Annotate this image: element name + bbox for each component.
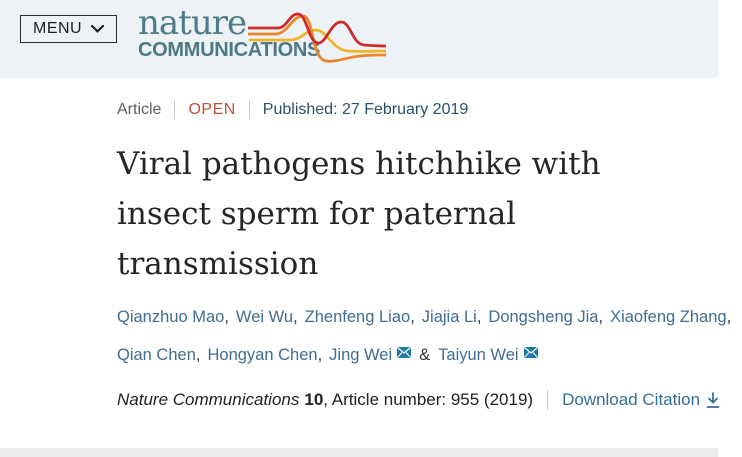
author-link[interactable]: Hongyan Chen bbox=[207, 346, 318, 364]
divider bbox=[547, 390, 549, 410]
author-link[interactable]: Wei Wu bbox=[235, 308, 294, 326]
nature-communications-logo[interactable]: nature COMMUNICATIONS bbox=[138, 3, 386, 66]
download-citation-link[interactable]: Download Citation bbox=[562, 390, 720, 410]
menu-label: MENU bbox=[33, 20, 83, 37]
citation-row: Nature Communications 10, Article number:… bbox=[117, 390, 720, 410]
email-envelope-icon[interactable] bbox=[397, 342, 412, 375]
title-line: Viral pathogens hitchhike with bbox=[117, 146, 601, 182]
author-link[interactable]: Taiyun Wei bbox=[438, 346, 519, 364]
author-link[interactable]: Dongsheng Jia bbox=[488, 308, 599, 326]
citation-details: , Article number: 955 (2019) bbox=[323, 390, 534, 409]
divider bbox=[174, 100, 176, 119]
journal-volume: 10 bbox=[304, 390, 324, 409]
author-link[interactable]: Jiajia Li bbox=[421, 308, 477, 326]
published-date: Published: 27 February 2019 bbox=[262, 100, 469, 118]
logo-journal-text: COMMUNICATIONS bbox=[138, 39, 321, 61]
author-separator: , bbox=[476, 308, 482, 326]
author-separator: , bbox=[293, 308, 298, 326]
author-separator: , bbox=[410, 308, 415, 326]
title-line: transmission bbox=[117, 246, 319, 282]
divider bbox=[248, 100, 250, 119]
journal-name: Nature Communications bbox=[117, 390, 300, 409]
footer-bar bbox=[0, 448, 718, 457]
author-separator: , bbox=[598, 308, 604, 326]
article-title: Viral pathogens hitchhike with insect sp… bbox=[117, 139, 717, 289]
article-header-section: Article OPEN Published: 27 February 2019… bbox=[117, 78, 731, 410]
author-separator: , bbox=[195, 346, 201, 364]
author-link[interactable]: Qian Chen bbox=[117, 346, 196, 364]
author-list: Qianzhuo Mao, Wei Wu, Zhenfeng Liao, Jiajia… bbox=[117, 301, 731, 377]
author-link[interactable]: Zhenfeng Liao bbox=[304, 308, 411, 326]
chevron-down-icon bbox=[91, 25, 105, 33]
author-separator: , bbox=[726, 308, 732, 326]
email-envelope-icon[interactable] bbox=[523, 342, 538, 375]
open-access-label: OPEN bbox=[188, 100, 236, 118]
author-link[interactable]: Xiaofeng Zhang bbox=[610, 308, 727, 326]
site-header: MENU nature COMMUNICATIONS bbox=[0, 0, 718, 78]
author-list-line: Qian Chen, Hongyan Chen, Jing Wei & Taiyun W… bbox=[117, 339, 717, 377]
menu-button[interactable]: MENU bbox=[20, 15, 118, 43]
logo-brand-text: nature bbox=[138, 3, 247, 43]
author-list-line: Qianzhuo Mao, Wei Wu, Zhenfeng Liao, Jiajia… bbox=[117, 301, 731, 339]
download-citation-label: Download Citation bbox=[562, 390, 701, 409]
article-type-label: Article bbox=[117, 100, 162, 118]
author-separator: , bbox=[317, 346, 323, 364]
author-separator: , bbox=[224, 308, 229, 326]
article-meta: Article OPEN Published: 27 February 2019 bbox=[117, 100, 717, 119]
download-icon bbox=[706, 391, 720, 408]
title-line: insect sperm for paternal bbox=[117, 196, 517, 232]
author-link[interactable]: Jing Wei bbox=[329, 346, 393, 364]
author-link[interactable]: Qianzhuo Mao bbox=[117, 308, 225, 326]
logo-waves-icon bbox=[248, 12, 386, 63]
author-ampersand: & bbox=[419, 346, 431, 364]
